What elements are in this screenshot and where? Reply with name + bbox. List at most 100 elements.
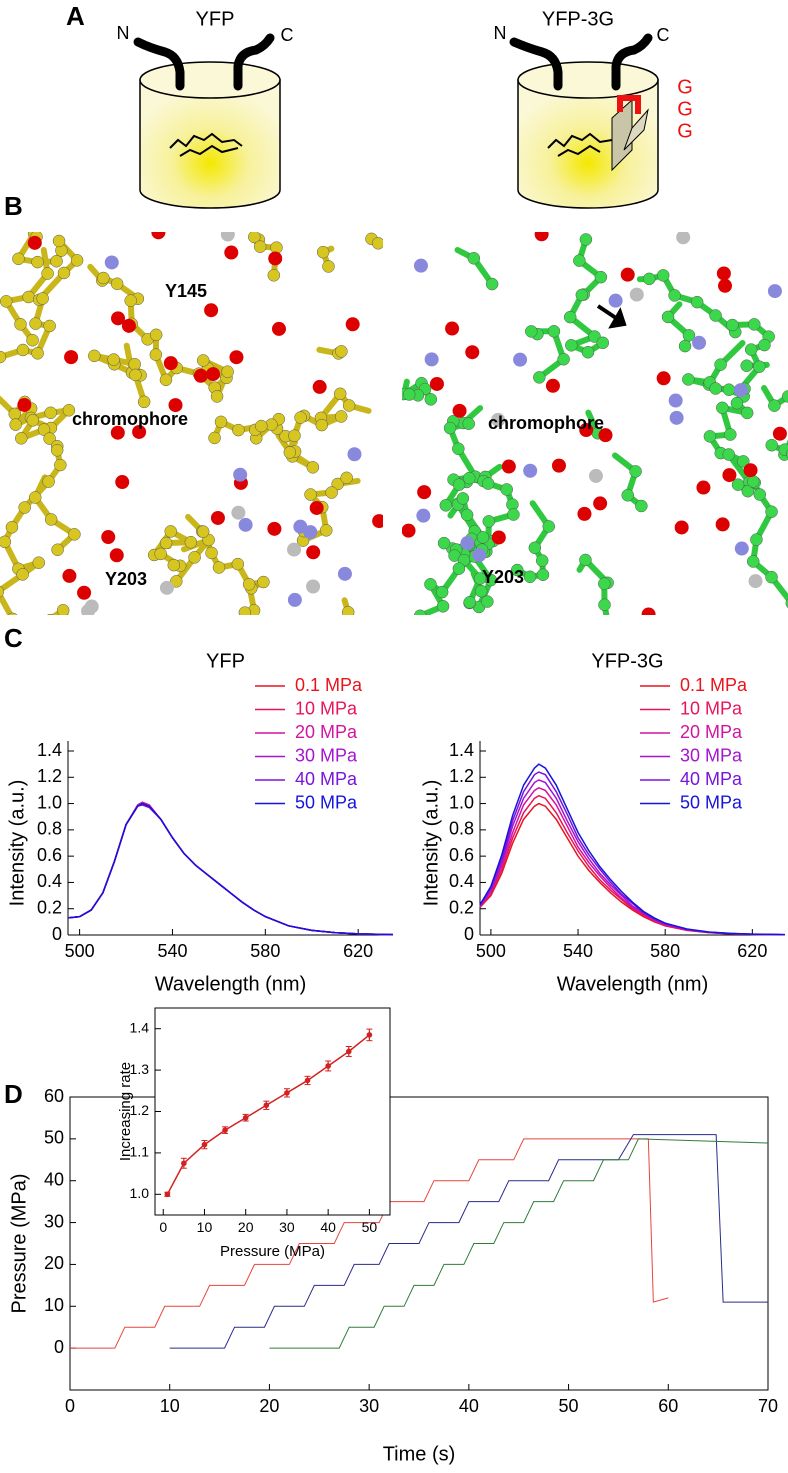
legend-label: 10 MPa bbox=[680, 698, 743, 718]
atom bbox=[312, 379, 327, 394]
atom bbox=[57, 266, 71, 280]
atom bbox=[231, 505, 246, 520]
atom bbox=[785, 598, 788, 609]
atom bbox=[744, 343, 758, 356]
plot-frame bbox=[154, 1007, 391, 1216]
panel-label: B bbox=[4, 191, 23, 221]
atom bbox=[306, 461, 320, 474]
residue-label: Y203 bbox=[105, 569, 147, 589]
atom bbox=[159, 373, 173, 387]
atom bbox=[231, 557, 245, 571]
atom bbox=[51, 543, 64, 556]
atom bbox=[214, 415, 228, 429]
atom bbox=[267, 521, 282, 536]
atom bbox=[283, 446, 297, 459]
atom bbox=[151, 232, 166, 240]
atom bbox=[734, 541, 749, 556]
y-tick-label: 0.2 bbox=[449, 897, 474, 917]
residue-label: chromophore bbox=[72, 409, 188, 429]
atom bbox=[482, 515, 496, 528]
atom bbox=[709, 382, 722, 395]
marker bbox=[164, 1191, 171, 1198]
atom bbox=[424, 393, 438, 406]
atom bbox=[424, 578, 437, 591]
atom bbox=[481, 477, 495, 490]
atom bbox=[28, 491, 42, 504]
y-tick-label: 0.8 bbox=[449, 819, 474, 839]
marker bbox=[304, 1077, 311, 1084]
x-tick-label: 620 bbox=[343, 941, 373, 961]
atom bbox=[43, 432, 56, 445]
atom bbox=[768, 399, 781, 412]
x-tick-label: 20 bbox=[259, 1396, 279, 1416]
atom bbox=[534, 232, 549, 242]
atom bbox=[238, 606, 252, 615]
atom bbox=[0, 585, 5, 598]
atom bbox=[767, 284, 782, 299]
y-tick-label: 1.4 bbox=[37, 740, 62, 760]
atom bbox=[229, 350, 244, 365]
atom bbox=[656, 269, 670, 282]
atom bbox=[402, 388, 416, 401]
y-tick-label: 0 bbox=[52, 924, 62, 944]
atom bbox=[750, 533, 763, 546]
atom bbox=[97, 271, 110, 285]
atom bbox=[52, 234, 66, 248]
atom bbox=[748, 574, 763, 589]
y-tick-label: 1.2 bbox=[449, 766, 474, 786]
atom bbox=[42, 475, 55, 488]
chart-title: YFP bbox=[206, 650, 245, 672]
atom bbox=[547, 325, 561, 338]
y-tick-label: 20 bbox=[44, 1253, 64, 1273]
atom bbox=[159, 536, 173, 550]
atom bbox=[525, 325, 538, 338]
x-axis-label: Time (s) bbox=[383, 1443, 456, 1465]
x-tick-label: 30 bbox=[279, 1219, 295, 1235]
atom bbox=[429, 376, 444, 391]
atom bbox=[208, 431, 221, 445]
atom bbox=[424, 352, 439, 367]
panel-label: D bbox=[4, 1079, 23, 1109]
y-tick-label: 10 bbox=[44, 1295, 64, 1315]
y-tick-label: 0.6 bbox=[37, 845, 62, 865]
atom bbox=[709, 309, 722, 322]
marker bbox=[242, 1114, 249, 1121]
atom bbox=[170, 575, 183, 588]
atom bbox=[545, 378, 560, 393]
atom bbox=[608, 293, 623, 308]
atom bbox=[716, 266, 731, 281]
c-terminus: C bbox=[657, 25, 670, 45]
marker bbox=[222, 1127, 228, 1133]
atom bbox=[491, 412, 506, 427]
atom bbox=[678, 339, 692, 353]
atom bbox=[341, 606, 355, 615]
atom bbox=[575, 288, 589, 302]
atom bbox=[137, 395, 151, 409]
x-tick-label: 10 bbox=[160, 1396, 180, 1416]
y-tick-label: 1.0 bbox=[449, 792, 474, 812]
atom bbox=[692, 335, 707, 350]
atom bbox=[731, 478, 745, 491]
legend-label: 30 MPa bbox=[680, 745, 743, 765]
atom bbox=[416, 508, 431, 523]
y-tick-label: 0 bbox=[54, 1337, 64, 1357]
atom bbox=[17, 397, 32, 412]
atom bbox=[629, 287, 644, 302]
atom bbox=[70, 254, 84, 267]
atom bbox=[385, 236, 397, 248]
chart: 500 540 580 620 0 0.2 0.4 0.6 0.8 1.0 1.2 1.4 0.1 MP… bbox=[420, 650, 786, 995]
atom bbox=[253, 240, 267, 253]
atom bbox=[565, 339, 578, 352]
x-axis-label: Pressure (MPa) bbox=[220, 1243, 325, 1260]
series-line bbox=[67, 804, 394, 936]
residue-label: chromophore bbox=[488, 413, 604, 433]
atom bbox=[0, 350, 7, 364]
atom bbox=[588, 468, 603, 483]
residue-label: Y145 bbox=[165, 281, 207, 301]
atom bbox=[462, 417, 475, 430]
atom bbox=[579, 233, 593, 246]
atom bbox=[765, 505, 778, 518]
atom bbox=[737, 455, 750, 468]
atom bbox=[36, 292, 49, 305]
legend-label: 20 MPa bbox=[680, 722, 743, 742]
